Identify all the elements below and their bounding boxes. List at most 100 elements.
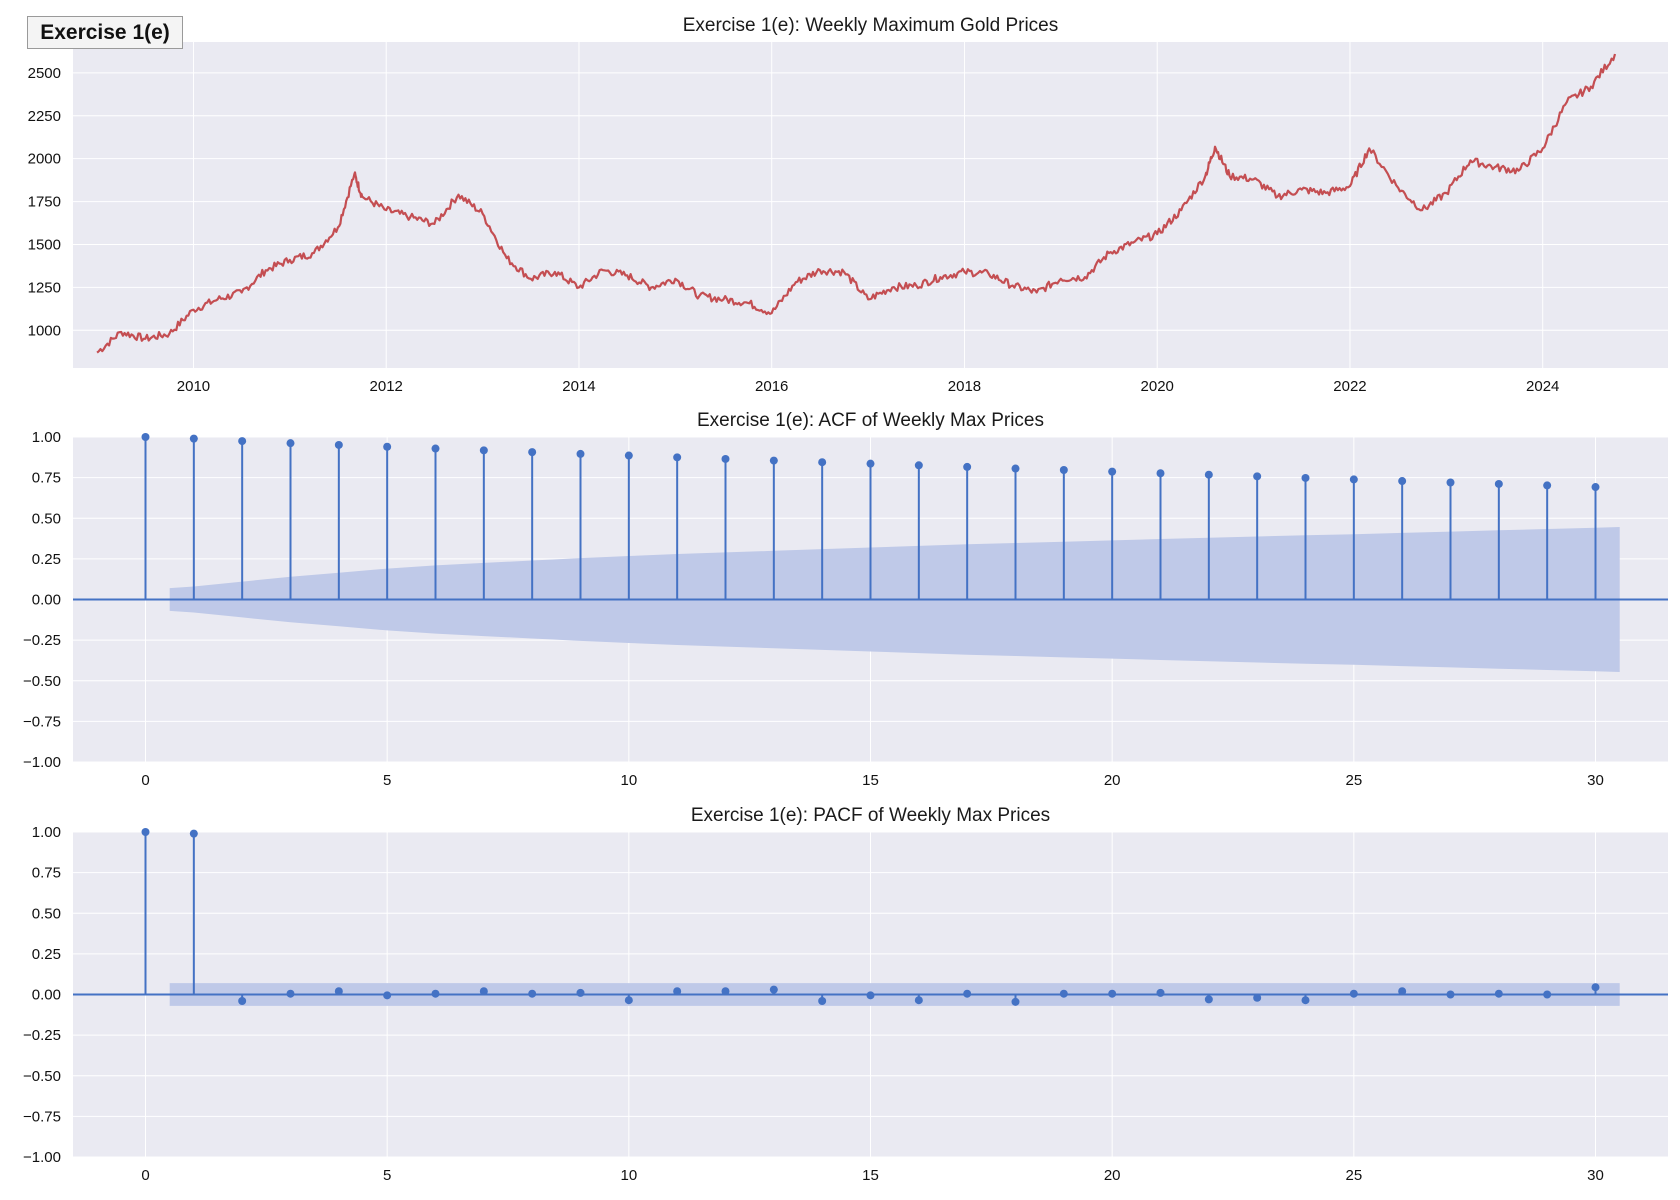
marker-lag-1 [189,434,198,443]
x-tick-label: 2022 [1333,378,1366,395]
y-tick-label: −0.75 [23,1108,61,1125]
marker-lag-21 [1156,469,1165,478]
marker-lag-24 [1301,996,1310,1005]
marker-lag-8 [528,989,537,998]
marker-lag-8 [528,448,537,457]
marker-lag-11 [673,453,682,462]
y-tick-label: 1000 [28,322,61,339]
marker-lag-25 [1349,475,1358,484]
marker-lag-0 [141,828,150,836]
y-tick-label: 2500 [28,65,61,82]
marker-lag-12 [721,987,730,996]
y-tick-label: −0.50 [23,1068,61,1085]
marker-lag-13 [769,985,778,994]
x-tick-label: 5 [383,1167,391,1184]
marker-lag-15 [866,991,875,1000]
marker-lag-16 [914,461,923,470]
x-tick-label: 2014 [562,378,595,395]
x-tick-label: 2010 [177,378,210,395]
x-tick-label: 2020 [1141,378,1174,395]
marker-lag-17 [963,989,972,998]
x-tick-label: 2024 [1526,378,1559,395]
marker-lag-22 [1204,995,1213,1004]
y-tick-label: 0.50 [32,905,61,922]
marker-lag-4 [334,987,343,996]
y-tick-label: −1.00 [23,1149,61,1166]
x-tick-label: 30 [1587,1167,1604,1184]
marker-lag-29 [1543,990,1552,999]
marker-lag-5 [383,442,392,451]
x-tick-label: 30 [1587,772,1604,789]
marker-lag-5 [383,991,392,1000]
y-tick-label: 1.00 [32,429,61,446]
x-tick-label: 25 [1345,1167,1362,1184]
marker-lag-9 [576,449,585,458]
marker-lag-4 [334,440,343,449]
marker-lag-7 [479,987,488,996]
marker-lag-17 [963,462,972,471]
y-tick-label: 0.25 [32,946,61,963]
marker-lag-24 [1301,473,1310,482]
y-tick-label: 0.75 [32,470,61,487]
marker-lag-18 [1011,464,1020,473]
x-tick-label: 15 [862,1167,879,1184]
marker-lag-27 [1446,478,1455,487]
x-tick-label: 2018 [948,378,981,395]
marker-lag-21 [1156,988,1165,997]
chart-title: Exercise 1(e): PACF of Weekly Max Prices [691,805,1050,826]
marker-lag-6 [431,444,440,453]
marker-lag-2 [238,997,247,1005]
marker-lag-19 [1059,989,1068,998]
y-tick-label: 0.00 [32,592,61,609]
marker-lag-13 [769,456,778,465]
marker-lag-26 [1398,987,1407,996]
chart-title: Exercise 1(e): ACF of Weekly Max Prices [697,410,1044,431]
chart-panel-3: 0 5 10 15 20 25 30 −1.00 −0.75 −0.50 −0.25 0.00 0.25… [23,805,1668,1184]
marker-lag-10 [624,451,633,460]
marker-lag-14 [818,458,827,467]
marker-lag-20 [1108,989,1117,998]
x-tick-label: 2016 [755,378,788,395]
marker-lag-30 [1591,483,1600,492]
marker-lag-10 [624,996,633,1005]
y-tick-label: −0.75 [23,713,61,730]
x-tick-label: 20 [1104,772,1121,789]
marker-lag-0 [141,433,150,441]
exercise-badge: Exercise 1(e) [27,16,183,49]
marker-lag-9 [576,988,585,997]
y-tick-label: −0.25 [23,1027,61,1044]
y-tick-label: 2000 [28,151,61,168]
marker-lag-23 [1253,472,1262,481]
marker-lag-18 [1011,997,1020,1006]
y-tick-label: 2250 [28,108,61,125]
y-tick-label: 1250 [28,279,61,296]
x-tick-label: 25 [1345,772,1362,789]
marker-lag-30 [1591,983,1600,992]
x-tick-label: 10 [620,772,637,789]
x-tick-label: 10 [620,1167,637,1184]
marker-lag-22 [1204,470,1213,479]
plot-area [73,42,1668,368]
marker-lag-28 [1494,989,1503,998]
y-tick-label: −0.50 [23,673,61,690]
marker-lag-29 [1543,481,1552,490]
marker-lag-27 [1446,990,1455,999]
y-tick-label: 0.25 [32,551,61,568]
marker-lag-1 [189,829,198,838]
x-tick-label: 2012 [370,378,403,395]
x-tick-label: 20 [1104,1167,1121,1184]
marker-lag-3 [286,439,295,448]
marker-lag-16 [914,996,923,1005]
x-tick-label: 15 [862,772,879,789]
y-tick-label: −0.25 [23,632,61,649]
marker-lag-6 [431,989,440,998]
marker-lag-3 [286,989,295,998]
x-tick-label: 0 [141,1167,149,1184]
marker-lag-25 [1349,989,1358,998]
marker-lag-19 [1059,465,1068,474]
y-tick-label: 0.00 [32,987,61,1004]
marker-lag-23 [1253,993,1262,1002]
y-tick-label: 0.50 [32,510,61,527]
x-tick-label: 0 [141,772,149,789]
y-tick-label: 1500 [28,236,61,253]
